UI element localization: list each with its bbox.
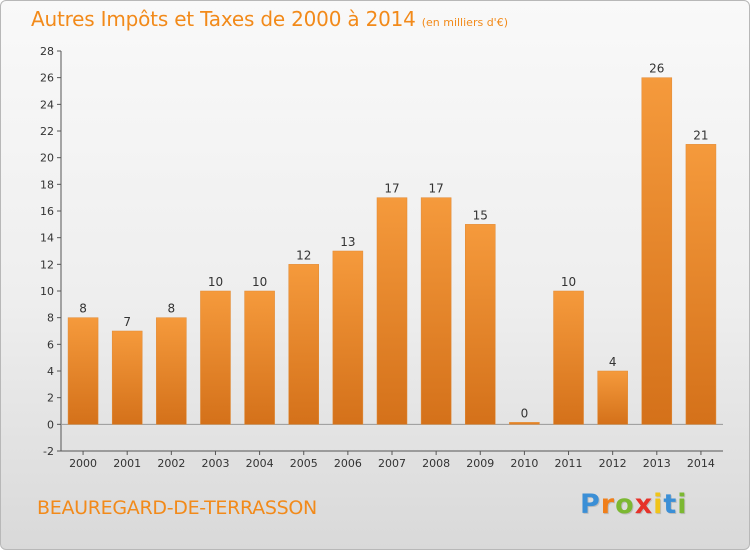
value-label-2001: 7: [123, 315, 131, 329]
y-tick-label: 16: [40, 205, 54, 218]
bar-2009: [465, 224, 496, 425]
value-label-2000: 8: [79, 302, 87, 316]
y-tick-label: 4: [47, 365, 54, 378]
y-tick-label: 8: [47, 312, 54, 325]
x-tick-label: 2001: [113, 457, 141, 470]
bar-2004: [244, 290, 275, 425]
logo-letter: r: [600, 489, 616, 520]
chart-unit-label: (en milliers d'€): [421, 16, 508, 29]
bar-2000: [67, 317, 99, 425]
bar-2013: [641, 77, 673, 425]
logo-letter: i: [677, 489, 688, 520]
bar-2011: [553, 290, 584, 425]
bar-2008: [420, 197, 452, 425]
y-tick-label: 12: [40, 258, 54, 271]
y-tick-label: 18: [40, 178, 54, 191]
value-label-2013: 26: [649, 62, 664, 76]
y-tick-label: 26: [40, 72, 54, 85]
x-tick-label: 2000: [69, 457, 97, 470]
commune-name: BEAUREGARD-DE-TERRASSON: [37, 497, 317, 519]
value-label-2011: 10: [561, 275, 576, 289]
x-tick-label: 2005: [290, 457, 318, 470]
x-tick-label: 2004: [246, 457, 274, 470]
value-label-2014: 21: [693, 128, 708, 142]
x-tick-label: 2007: [378, 457, 406, 470]
value-label-2009: 15: [473, 208, 488, 222]
chart-title-text: Autres Impôts et Taxes de 2000 à 2014: [31, 7, 416, 31]
x-tick-label: 2008: [422, 457, 450, 470]
bar-2003: [200, 290, 231, 425]
proxiti-logo: Proxiti: [580, 489, 690, 523]
value-label-2002: 8: [168, 302, 176, 316]
bar-2007: [376, 197, 408, 425]
logo-letter: i: [653, 489, 664, 520]
value-label-2004: 10: [252, 275, 267, 289]
y-tick-label: 14: [40, 232, 54, 245]
x-tick-label: 2009: [466, 457, 494, 470]
bar-2001: [111, 330, 143, 425]
x-tick-label: 2011: [555, 457, 583, 470]
value-label-2010: 0: [521, 406, 529, 420]
x-tick-label: 2003: [201, 457, 229, 470]
x-tick-label: 2013: [643, 457, 671, 470]
y-tick-label: 28: [40, 45, 54, 58]
y-tick-label: 20: [40, 152, 54, 165]
bar-2010: [509, 422, 540, 425]
y-tick-label: 24: [40, 98, 54, 111]
bar-2014: [685, 144, 717, 425]
x-axis: 2000 2001 2002 2003 2004 2005 2006 2007 2008 2009…: [61, 423, 723, 470]
bar-2006: [332, 250, 364, 425]
y-tick-label: 6: [47, 338, 54, 351]
bar-2012: [597, 370, 628, 425]
logo-letter: P: [580, 489, 601, 520]
value-label-2006: 13: [340, 235, 355, 249]
value-labels: 8 7 8 10 10 12 13 17 17 15 0 10 4 26 21: [79, 62, 708, 421]
logo-letter: t: [663, 489, 678, 520]
x-tick-label: 2012: [599, 457, 627, 470]
x-tick-label: 2002: [157, 457, 185, 470]
bars: [67, 77, 717, 425]
x-tick-label: 2010: [510, 457, 538, 470]
x-tick-label: 2014: [687, 457, 715, 470]
y-tick-label: 22: [40, 125, 54, 138]
y-tick-label: -2: [43, 445, 54, 458]
logo-letter: x: [634, 489, 654, 520]
y-tick-label: 2: [47, 392, 54, 405]
value-label-2008: 17: [428, 182, 443, 196]
value-label-2003: 10: [208, 275, 223, 289]
y-tick-label: 10: [40, 285, 54, 298]
bar-2002: [156, 317, 187, 425]
logo-letter: o: [615, 489, 635, 520]
y-tick-label: 0: [47, 418, 54, 431]
value-label-2007: 17: [384, 182, 399, 196]
value-label-2012: 4: [609, 355, 617, 369]
value-label-2005: 12: [296, 248, 311, 262]
chart-title: Autres Impôts et Taxes de 2000 à 2014 (en…: [31, 7, 508, 31]
x-tick-label: 2006: [334, 457, 362, 470]
bar-2005: [288, 264, 319, 425]
